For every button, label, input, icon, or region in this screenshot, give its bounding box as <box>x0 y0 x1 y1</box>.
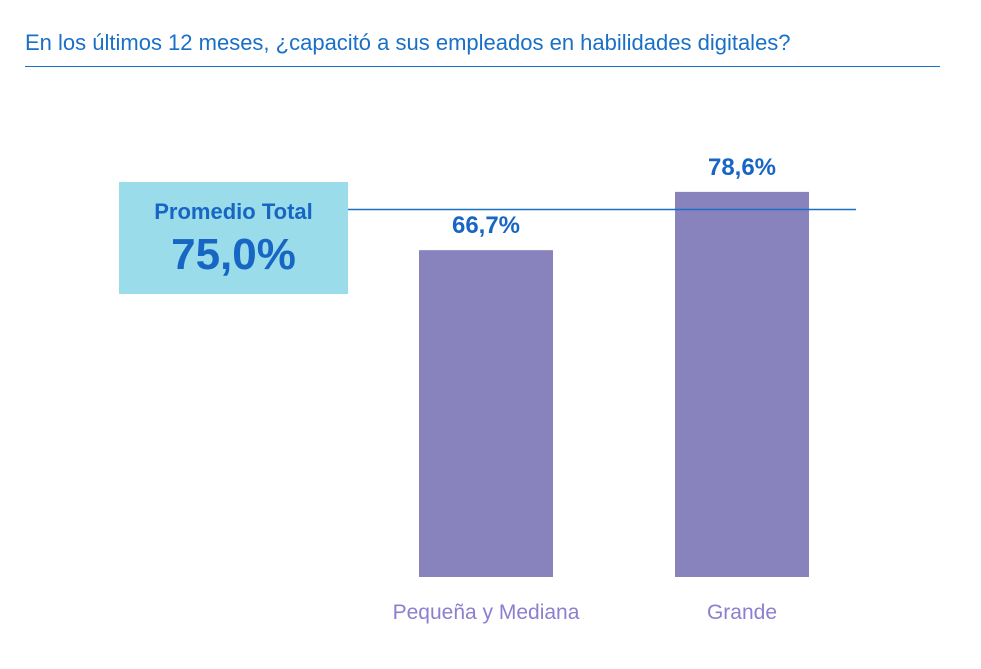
chart-title: En los últimos 12 meses, ¿capacitó a sus… <box>25 30 791 55</box>
average-label: Promedio Total <box>154 199 313 224</box>
bar <box>675 191 809 578</box>
average-value: 75,0% <box>171 230 296 279</box>
category-label: Grande <box>707 601 777 624</box>
average-callout: Promedio Total 75,0% <box>119 182 348 294</box>
bar-value-label: 78,6% <box>708 154 776 181</box>
category-label: Pequeña y Mediana <box>393 601 580 624</box>
bar-value-label: 66,7% <box>452 212 520 239</box>
bar <box>419 250 553 578</box>
title-underline <box>25 66 940 67</box>
